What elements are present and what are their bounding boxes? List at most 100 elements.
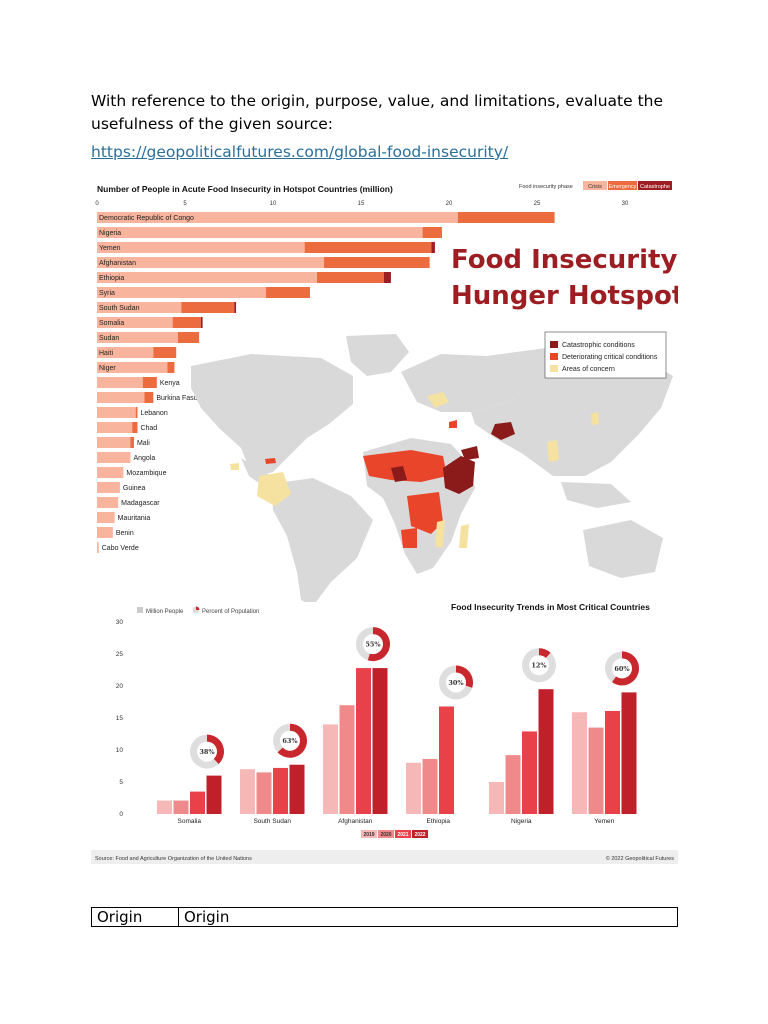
bar-category-label: Niger [99,365,116,372]
infographic-title-line1: Food Insecurity & [451,245,678,275]
bar-segment [97,332,178,343]
bar-segment [97,227,423,238]
bar-segment [200,317,203,328]
bar-segment [97,212,458,223]
bar-segment [177,332,200,343]
year-legend-label: 2021 [397,832,408,838]
map-southeast-asia [561,482,631,508]
bar-category-label: Haiti [99,350,113,357]
trend-bar [273,767,288,814]
percent-label: 63% [282,737,298,745]
table-row: Origin Origin [91,907,678,927]
legend-swatch-catastrophic [550,341,558,348]
trend-bar [406,762,421,814]
bar-segment [97,317,173,328]
percent-donut-hole [446,672,466,693]
table-cell[interactable]: Origin [178,907,678,927]
bar-segment [97,272,317,283]
bar-segment [153,347,177,358]
bar-category-label: Ethiopia [99,275,124,282]
bar-segment [97,497,119,508]
trend-category-label: Nigeria [511,818,532,825]
x-tick-label: 20 [446,201,453,207]
y-tick-label: 20 [116,683,124,690]
x-tick-label: 25 [534,201,541,207]
phase-legend-label: Catastrophe [640,184,670,190]
map-madagascar [459,524,469,548]
bar-segment [97,437,131,448]
table-cell[interactable]: Origin [91,907,179,927]
year-legend-label: 2019 [363,832,374,838]
trend-bar [621,692,637,814]
bar-chart-title: Number of People in Acute Food Insecurit… [97,184,393,194]
bar-segment [97,377,143,388]
bar-segment [97,392,145,403]
bar-segment [431,242,435,253]
map-north-america [191,354,353,476]
map-yemen [461,446,479,460]
map-greenland [346,334,409,376]
y-tick-label: 5 [119,779,123,786]
bar-segment [135,407,138,418]
map-legend: Catastrophic conditions Deteriorating cr… [544,331,667,379]
bar-segment [324,257,430,268]
prompt-text: With reference to the origin, purpose, v… [91,92,664,133]
infographic: Number of People in Acute Food Insecurit… [91,176,709,864]
trend-category-label: Somalia [178,818,202,825]
y-tick-label: 30 [116,619,124,626]
map-drc [407,492,443,534]
trend-bar [538,689,554,814]
y-tick-label: 10 [116,747,124,754]
trend-chart-bars: Somalia South Sudan Afghanistan Ethiopia Nig… [157,668,637,825]
trend-bar [439,706,454,814]
bar-segment [422,227,442,238]
percent-label: 55% [365,641,381,649]
map-asia [471,346,673,476]
map-haiti [265,458,276,464]
bar-segment [97,452,131,463]
trend-bar [588,727,604,814]
percent-donut-hole [363,634,383,655]
bar-category-label: Madagascar [121,500,160,507]
legend-deteriorating: Deteriorating critical conditions [562,354,658,361]
y-tick-label: 15 [116,715,124,722]
bar-segment [97,482,120,493]
map-ukraine [427,392,449,408]
trend-bar [372,668,388,814]
bar-segment [97,302,182,313]
bar-segment [97,347,154,358]
trend-bar [206,775,222,814]
percent-label: 12% [531,662,547,670]
bar-category-label: Cabo Verde [102,545,139,552]
bar-segment [234,302,237,313]
percent-donut-hole [529,655,549,676]
x-tick-label: 15 [358,201,365,207]
bar-category-label: Sudan [99,335,119,342]
bar-category-label: Yemen [99,245,121,252]
source-link[interactable]: https://geopoliticalfutures.com/global-f… [91,143,509,161]
bar-segment [97,512,115,523]
y-tick-label: 0 [119,811,123,818]
x-tick-label: 5 [183,201,187,207]
map-afghanistan [491,422,515,440]
trend-chart-donuts: 38% 63% 55% 30% 12% 60% [190,627,639,769]
bar-segment [130,437,134,448]
bar-category-label: Syria [99,290,115,297]
map-sahel [363,450,447,482]
bar-segment [317,272,384,283]
map-syria-lebanon [449,420,457,428]
source-note: Source: Food and Agriculture Organizatio… [95,856,252,862]
phase-legend-label: Emergency [609,184,637,190]
map-venezuela [257,472,291,506]
trend-chart-axis: 0 5 10 15 20 25 30 [116,619,124,818]
trend-bar [339,705,355,814]
trend-bar [157,800,172,814]
phase-legend-title: Food insecurity phase [519,184,573,190]
bar-segment [97,242,305,253]
trend-bar [422,758,438,814]
evaluation-table: Origin Origin [91,907,678,927]
bar-category-label: Burkina Faso [156,395,197,402]
trend-category-label: Yemen [594,818,614,825]
map-australia [583,520,663,578]
trend-legend-million: Million People [146,609,184,615]
